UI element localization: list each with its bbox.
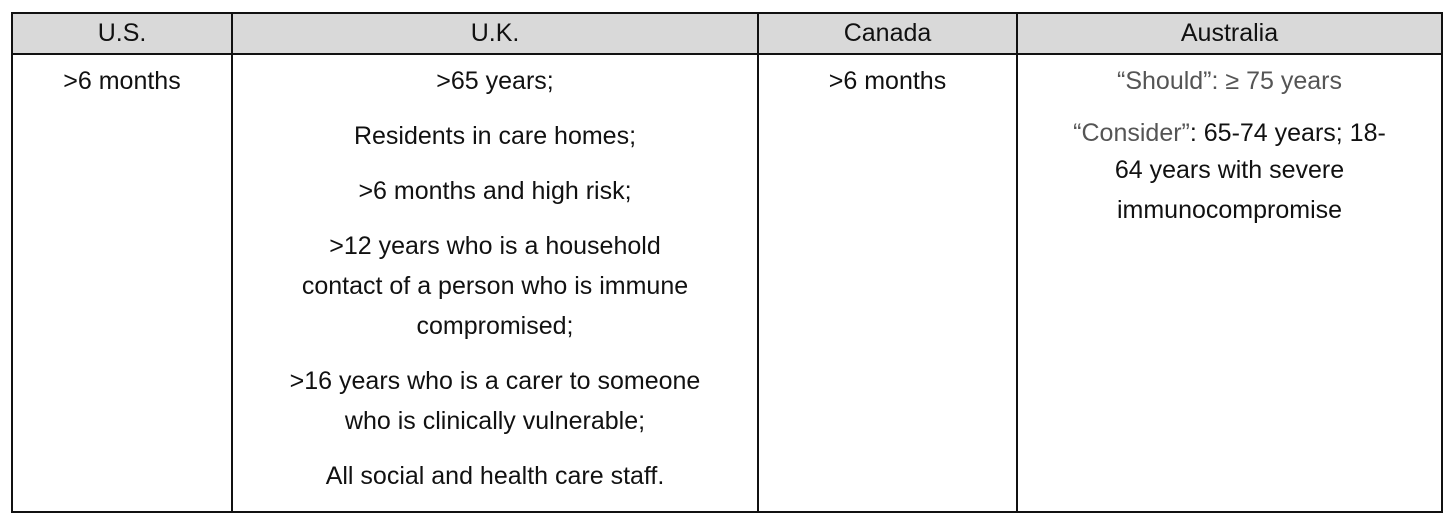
eligibility-table: U.S. U.K. Canada Australia >6 months >65… [11,12,1443,513]
uk-criterion-line: >12 years who is a household [329,232,661,260]
uk-criterion-line: All social and health care staff. [325,462,665,490]
should-text: : ≥ 75 years [1211,67,1342,95]
table-row: >6 months >65 years; Residents in care ho… [11,53,1443,513]
australia-should: “Should”: ≥ 75 years [1024,61,1435,101]
cell-australia: “Should”: ≥ 75 years “Consider”: 65-74 y… [1016,53,1443,513]
us-criteria: >6 months [63,67,181,95]
consider-line: immunocompromise [1116,196,1343,224]
header-uk: U.K. [231,12,759,55]
consider-label: “Consider” [1073,119,1190,147]
cell-uk: >65 years; Residents in care homes; >6 mon… [231,53,759,513]
header-row: U.S. U.K. Canada Australia [11,12,1443,55]
uk-criterion-line: Residents in care homes; [353,122,637,150]
uk-criterion: >16 years who is a carer to someone who i… [239,361,751,441]
uk-criterion: Residents in care homes; [239,116,751,156]
cell-us: >6 months [11,53,233,513]
uk-criterion-line: compromised; [416,312,574,340]
uk-criterion-line: >16 years who is a carer to someone [289,367,701,395]
cell-canada: >6 months [757,53,1018,513]
uk-criterion-line: >65 years; [436,67,554,95]
uk-criterion: All social and health care staff. [239,456,751,496]
uk-criterion: >6 months and high risk; [239,171,751,211]
should-label: “Should” [1117,67,1212,95]
canada-criteria: >6 months [828,67,947,95]
header-australia: Australia [1016,12,1443,55]
header-canada: Canada [757,12,1018,55]
header-us: U.S. [11,12,233,55]
uk-criterion-line: >6 months and high risk; [358,177,632,205]
consider-line: : 65-74 years; 18- [1189,119,1386,147]
uk-criterion: >12 years who is a household contact of a… [239,226,751,346]
uk-criterion-line: contact of a person who is immune [301,272,689,300]
australia-consider: “Consider”: 65-74 years; 18- 64 years wi… [1024,116,1435,230]
consider-line: 64 years with severe [1114,156,1345,184]
uk-criterion: >65 years; [239,61,751,101]
uk-criterion-line: who is clinically vulnerable; [344,407,646,435]
